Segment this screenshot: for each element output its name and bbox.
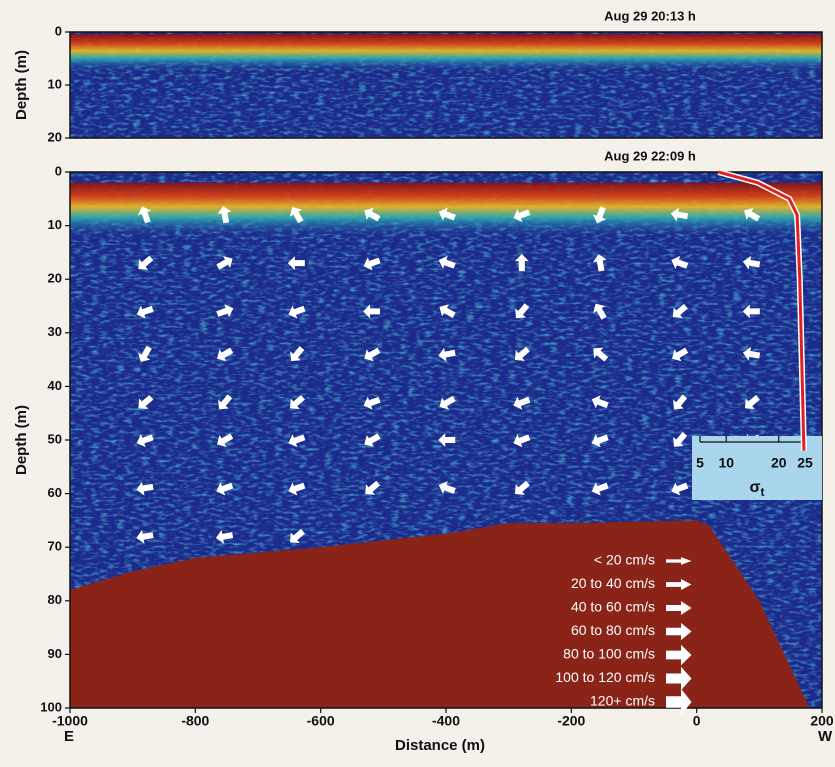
sigma-symbol: σ: [750, 479, 761, 496]
panel-title: Aug 29 22:09 h: [604, 148, 696, 163]
sigma-tick-label: 10: [718, 455, 734, 471]
surface-layer: [70, 34, 822, 71]
y-tick-label: 0: [55, 23, 62, 38]
plot-area: [70, 32, 822, 138]
sigma-tick-label: 25: [797, 455, 813, 471]
y-tick-label: 20: [48, 129, 62, 144]
legend-label: 40 to 60 cm/s: [571, 599, 655, 615]
x-tick-label: -1000: [52, 713, 88, 729]
x-axis-label: Distance (m): [395, 737, 485, 754]
y-tick-label: 30: [48, 324, 62, 339]
panel-title: Aug 29 20:13 h: [604, 8, 696, 23]
y-tick-label: 0: [55, 163, 62, 178]
x-tick-label: -600: [307, 713, 335, 729]
legend-label: 80 to 100 cm/s: [563, 646, 655, 662]
x-tick-label: 200: [810, 713, 834, 729]
y-tick-label: 20: [48, 271, 62, 286]
y-tick-label: 40: [48, 378, 62, 393]
x-tick-label: -200: [557, 713, 585, 729]
legend-label: 60 to 80 cm/s: [571, 622, 655, 638]
x-end-label: W: [818, 728, 833, 745]
legend-label: 120+ cm/s: [590, 693, 655, 709]
legend-label: 100 to 120 cm/s: [555, 669, 655, 685]
y-axis-label: Depth (m): [13, 405, 30, 475]
sigma-tick-label: 20: [771, 455, 787, 471]
y-tick-label: 10: [48, 217, 62, 232]
legend-label: < 20 cm/s: [594, 552, 655, 568]
y-tick-label: 80: [48, 592, 62, 607]
legend-label: 20 to 40 cm/s: [571, 575, 655, 591]
y-tick-label: 50: [48, 431, 62, 446]
sigma-subscript: t: [760, 485, 764, 499]
sigma-tick-label: 5: [696, 455, 704, 471]
x-tick-label: 0: [693, 713, 701, 729]
y-tick-label: 70: [48, 539, 62, 554]
x-tick-label: -800: [181, 713, 209, 729]
figure: Aug 29 20:13 h 0 10 20 Depth (m) Aug 29 22:09…: [0, 0, 835, 762]
y-axis-label: Depth (m): [13, 50, 30, 120]
y-tick-label: 90: [48, 646, 62, 661]
y-tick-label: 60: [48, 485, 62, 500]
panels: Aug 29 20:13 h 0 10 20 Depth (m) Aug 29 22:09…: [13, 8, 834, 754]
y-tick-label: 10: [48, 76, 62, 91]
x-end-label: E: [64, 728, 74, 745]
x-tick-label: -400: [432, 713, 460, 729]
